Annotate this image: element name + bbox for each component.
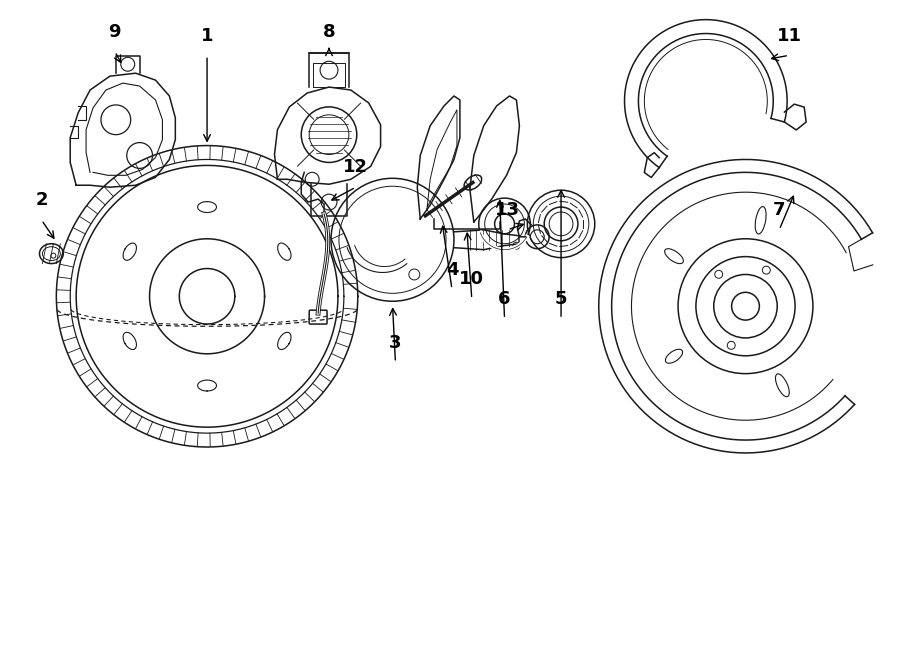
Text: 9: 9 <box>109 22 122 40</box>
Text: 1: 1 <box>201 26 213 44</box>
Text: 10: 10 <box>459 270 484 288</box>
Text: 13: 13 <box>495 201 520 219</box>
Text: 5: 5 <box>554 290 567 308</box>
Text: 3: 3 <box>389 334 401 352</box>
Text: 4: 4 <box>446 260 458 278</box>
Text: 7: 7 <box>773 201 786 219</box>
Text: 12: 12 <box>343 159 368 176</box>
Text: 6: 6 <box>499 290 511 308</box>
Text: 8: 8 <box>323 22 336 40</box>
Text: 2: 2 <box>35 191 48 209</box>
Ellipse shape <box>464 175 482 190</box>
Text: 11: 11 <box>777 26 802 44</box>
